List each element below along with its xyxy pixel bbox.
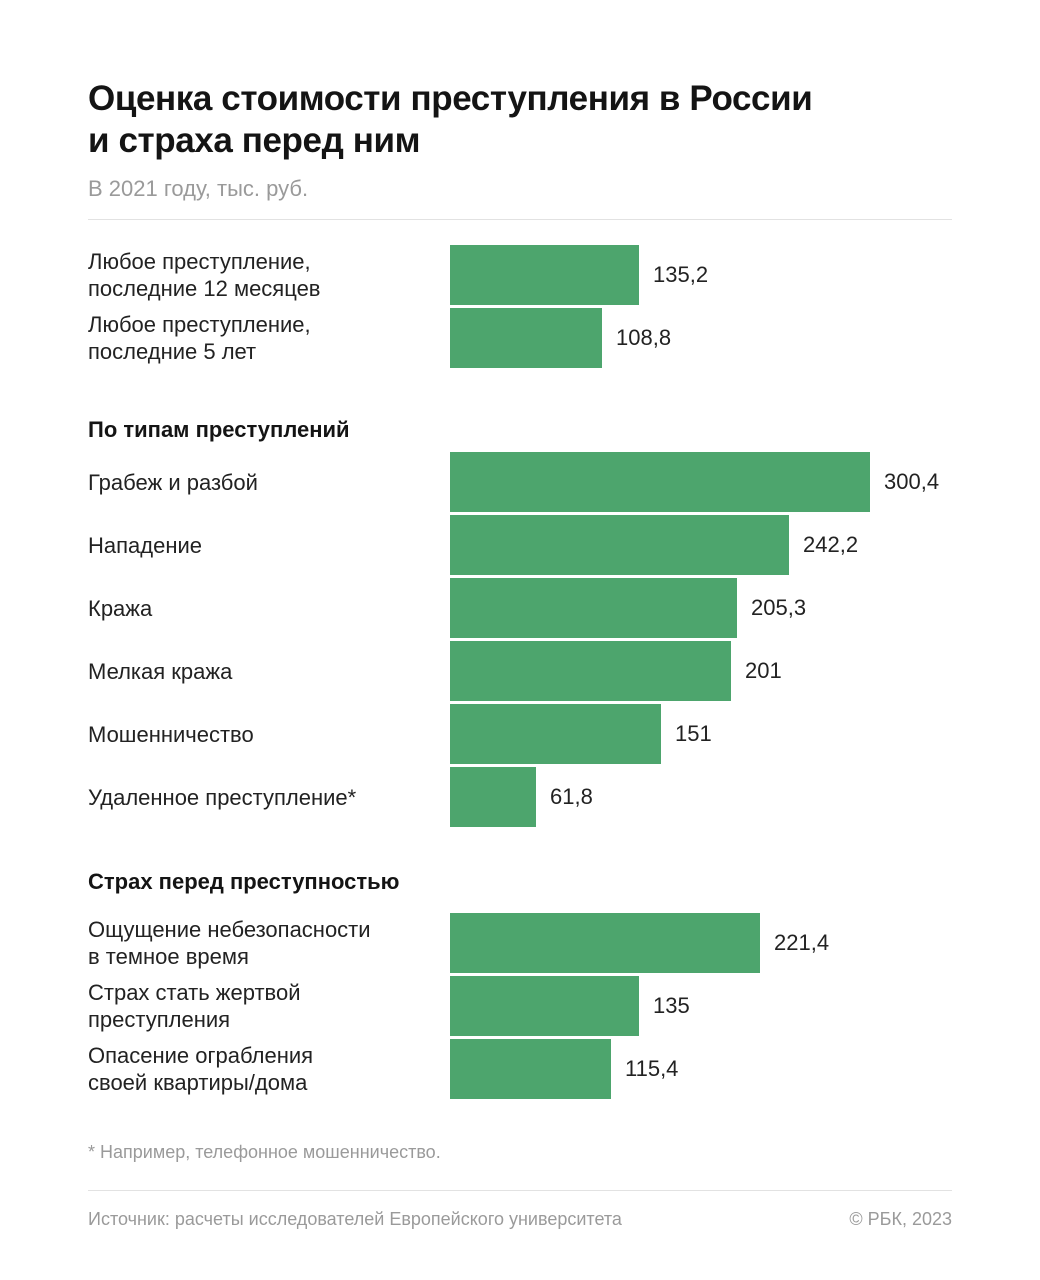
copyright: © РБК, 2023	[849, 1209, 952, 1229]
category-label: Ощущение небезопасности в темное время	[88, 916, 438, 970]
category-label-line: Грабеж и разбой	[88, 469, 258, 495]
source-note: Источник: расчеты исследователей Европей…	[88, 1209, 622, 1229]
category-label-line: Мошенничество	[88, 721, 254, 747]
chart-subtitle: В 2021 году, тыс. руб.	[88, 176, 309, 201]
bar	[450, 245, 639, 305]
category-label: Мелкая кража	[88, 658, 438, 685]
category-label: Любое преступление, последние 5 лет	[88, 311, 438, 365]
bar	[450, 913, 760, 973]
category-label-line: в темное время	[88, 944, 249, 969]
value-label: 201	[745, 658, 782, 683]
category-label-line: Страх стать жертвой	[88, 980, 301, 1005]
category-label-line: Кража	[88, 595, 153, 621]
chart-title: Оценка стоимости преступления в России и…	[88, 78, 968, 162]
category-label-line: Ощущение небезопасности	[88, 917, 371, 942]
value-label: 151	[675, 721, 712, 746]
bar	[450, 1039, 611, 1099]
bar	[450, 976, 639, 1036]
category-label: Грабеж и разбой	[88, 469, 438, 496]
bar	[450, 452, 870, 512]
value-label: 242,2	[803, 532, 859, 557]
value-label: 135,2	[653, 262, 709, 287]
category-label-line: Любое преступление,	[88, 249, 311, 274]
category-label: Опасение ограбления своей квартиры/дома	[88, 1042, 438, 1096]
bar	[450, 704, 661, 764]
category-label: Мошенничество	[88, 721, 438, 748]
category-label-line: преступления	[88, 1007, 231, 1032]
category-label: Кража	[88, 595, 438, 622]
category-label: Страх стать жертвой преступления	[88, 979, 438, 1033]
section-heading: Страх перед преступностью	[88, 869, 400, 894]
bar	[450, 578, 737, 638]
value-label: 135	[653, 993, 690, 1018]
category-label: Нападение	[88, 532, 438, 559]
category-label-line: своей квартиры/дома	[88, 1070, 308, 1095]
bar	[450, 308, 602, 368]
chart-title-line: Оценка стоимости преступления в России	[88, 79, 813, 118]
category-label-line: Опасение ограбления	[88, 1043, 314, 1068]
category-label-line: Мелкая кража	[88, 658, 233, 684]
value-label: 115,4	[625, 1056, 679, 1081]
value-label: 108,8	[616, 325, 672, 350]
chart-title-line: и страха перед ним	[88, 121, 421, 160]
bar	[450, 641, 731, 701]
footnote: * Например, телефонное мошенничество.	[88, 1142, 441, 1162]
category-label: Любое преступление, последние 12 месяцев	[88, 248, 438, 302]
category-label-line: последние 12 месяцев	[88, 276, 321, 301]
value-label: 221,4	[774, 930, 830, 955]
value-label: 205,3	[751, 595, 807, 620]
bar	[450, 515, 789, 575]
category-label-line: Нападение	[88, 532, 203, 558]
section-heading: По типам преступлений	[88, 417, 350, 442]
category-label-line: последние 5 лет	[88, 339, 257, 364]
top-divider	[88, 219, 952, 220]
bottom-divider	[88, 1190, 952, 1191]
category-label-line: Удаленное преступление*	[88, 784, 357, 810]
value-label: 61,8	[550, 784, 593, 809]
value-label: 300,4	[884, 469, 940, 494]
category-label: Удаленное преступление*	[88, 784, 438, 811]
bar	[450, 767, 536, 827]
category-label-line: Любое преступление,	[88, 312, 311, 337]
